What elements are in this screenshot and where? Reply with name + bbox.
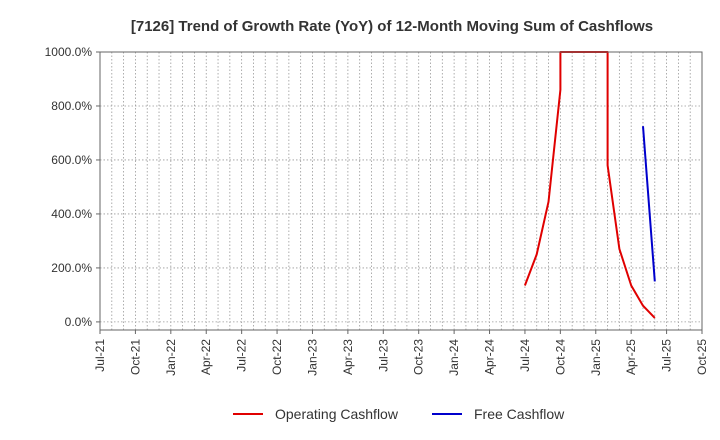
x-tick-label: Oct-22 (270, 339, 284, 375)
y-tick-label: 400.0% (51, 207, 92, 221)
legend-label: Operating Cashflow (275, 406, 399, 422)
x-tick-label: Apr-23 (341, 339, 355, 375)
x-tick-label: Jul-24 (518, 339, 532, 372)
y-tick-label: 600.0% (51, 153, 92, 167)
plot-area (100, 52, 702, 330)
y-tick-label: 800.0% (51, 99, 92, 113)
chart-title: [7126] Trend of Growth Rate (YoY) of 12-… (131, 18, 653, 35)
y-tick-label: 0.0% (65, 315, 93, 329)
grid-lines (99, 51, 703, 330)
x-tick-label: Jul-22 (235, 339, 249, 372)
x-tick-label: Jul-25 (660, 339, 674, 372)
legend: Operating Cashflow Free Cashflow (233, 406, 565, 422)
x-tick-label: Jul-23 (376, 339, 390, 372)
y-axis: 0.0% 200.0% 400.0% 600.0% 800.0% 1000.0% (45, 45, 100, 329)
x-tick-label: Jan-24 (447, 339, 461, 376)
x-tick-label: Apr-25 (624, 339, 638, 375)
x-tick-label: Oct-25 (695, 339, 709, 375)
x-tick-label: Jul-21 (93, 339, 107, 372)
x-tick-label: Jan-23 (305, 339, 319, 376)
legend-label: Free Cashflow (474, 406, 565, 422)
x-tick-label: Jan-22 (164, 339, 178, 376)
x-axis: Jul-21 Oct-21 Jan-22 Apr-22 Jul-22 Oct-22 Jan-… (93, 330, 709, 376)
x-tick-label: Oct-23 (412, 339, 426, 375)
x-tick-label: Apr-24 (483, 339, 497, 375)
x-tick-label: Oct-21 (128, 339, 142, 375)
plot-frame (99, 51, 703, 331)
y-tick-label: 1000.0% (45, 45, 93, 59)
x-tick-label: Oct-24 (553, 339, 567, 375)
y-tick-label: 200.0% (51, 261, 92, 275)
series-line-free-cashflow (642, 126, 656, 282)
x-tick-label: Apr-22 (199, 339, 213, 375)
x-tick-label: Jan-25 (589, 339, 603, 376)
